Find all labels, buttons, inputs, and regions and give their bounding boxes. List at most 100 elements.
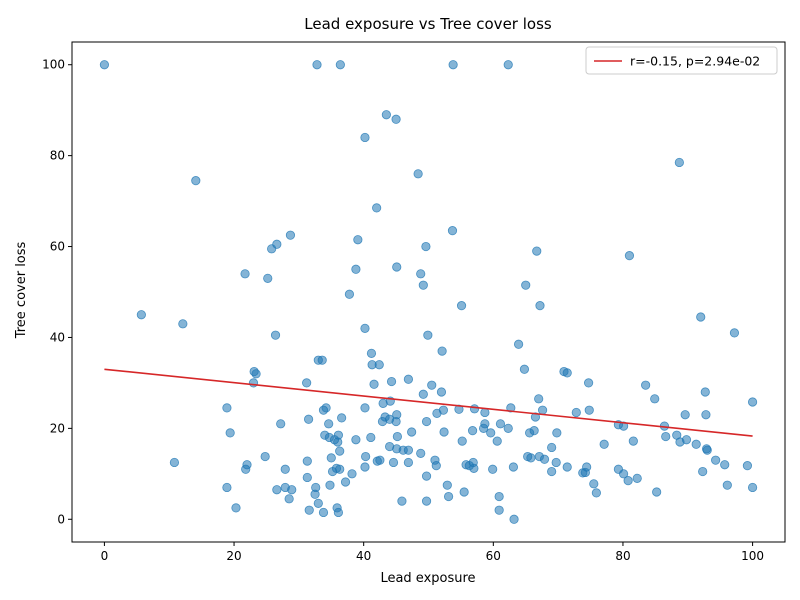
data-point-29 <box>535 301 545 311</box>
data-point-27 <box>344 289 355 299</box>
data-point-17 <box>421 241 431 252</box>
data-point-138 <box>388 457 399 468</box>
data-point-182 <box>222 482 232 493</box>
data-point-78 <box>701 410 711 420</box>
data-point-127 <box>416 448 426 458</box>
data-point-132 <box>302 456 312 466</box>
data-point-35 <box>270 330 281 340</box>
data-point-163 <box>488 464 498 474</box>
data-point-192 <box>304 505 314 515</box>
data-point-135 <box>361 451 371 462</box>
data-point-200 <box>494 491 504 502</box>
data-point-57 <box>436 387 447 397</box>
data-point-58 <box>418 389 428 399</box>
data-point-99 <box>486 428 496 438</box>
data-point-98 <box>478 423 489 433</box>
data-point-6 <box>391 114 401 124</box>
data-point-171 <box>618 469 629 479</box>
x-tick-label-40: 40 <box>356 549 371 563</box>
data-point-151 <box>169 457 180 468</box>
data-point-59 <box>534 394 544 404</box>
data-point-109 <box>366 432 376 443</box>
data-point-8 <box>674 157 684 168</box>
data-point-60 <box>700 387 710 397</box>
data-point-22 <box>240 269 250 279</box>
data-point-36 <box>423 330 433 340</box>
data-point-134 <box>335 446 345 456</box>
data-point-199 <box>443 491 454 502</box>
x-tick-label-80: 80 <box>615 549 630 563</box>
y-tick-label-80: 80 <box>50 149 65 163</box>
data-point-38 <box>437 346 447 356</box>
data-point-133 <box>326 453 336 463</box>
data-point-114 <box>599 439 609 449</box>
data-point-5 <box>381 110 391 120</box>
data-point-74 <box>537 405 548 415</box>
data-point-187 <box>722 480 732 490</box>
data-point-110 <box>392 431 402 442</box>
data-point-64 <box>747 397 758 407</box>
data-point-204 <box>509 514 519 524</box>
data-point-85 <box>276 419 286 429</box>
data-point-39 <box>366 348 377 358</box>
data-point-173 <box>302 472 312 483</box>
data-point-73 <box>506 403 516 413</box>
data-point-175 <box>623 476 633 486</box>
data-point-24 <box>263 273 273 283</box>
data-point-91 <box>495 419 506 429</box>
data-point-2 <box>335 60 345 70</box>
data-point-139 <box>403 457 414 468</box>
x-axis-label: Lead exposure <box>380 571 475 586</box>
y-tick-label-40: 40 <box>50 330 65 344</box>
data-point-202 <box>652 487 662 497</box>
data-point-34 <box>360 323 370 333</box>
data-point-92 <box>503 423 513 433</box>
data-point-112 <box>439 427 449 437</box>
data-point-126 <box>403 445 414 455</box>
data-point-13 <box>285 230 296 240</box>
data-point-157 <box>335 464 345 474</box>
data-point-9 <box>191 176 201 186</box>
data-point-177 <box>340 477 351 487</box>
data-point-89 <box>421 416 432 427</box>
data-point-116 <box>661 431 671 442</box>
data-point-31 <box>696 312 706 322</box>
data-point-48 <box>562 368 572 378</box>
data-point-61 <box>650 394 660 404</box>
data-point-121 <box>457 436 467 446</box>
data-point-55 <box>583 378 594 388</box>
data-point-130 <box>701 444 712 454</box>
data-point-108 <box>351 435 361 445</box>
regression-line <box>104 368 753 437</box>
data-point-166 <box>562 462 572 472</box>
data-point-160 <box>431 461 441 471</box>
data-point-43 <box>374 360 384 370</box>
data-point-83 <box>337 413 347 423</box>
data-point-54 <box>427 380 437 390</box>
data-point-65 <box>222 403 232 413</box>
x-tick-label-20: 20 <box>226 549 241 563</box>
data-point-28 <box>456 301 467 311</box>
data-point-120 <box>691 439 701 449</box>
data-point-113 <box>492 436 502 446</box>
data-point-174 <box>421 471 432 481</box>
data-point-154 <box>280 464 290 474</box>
data-point-30 <box>136 310 146 320</box>
data-point-148 <box>711 455 721 465</box>
data-point-111 <box>407 427 417 437</box>
data-point-63 <box>378 398 388 408</box>
data-point-18 <box>532 246 542 256</box>
plot-area <box>99 60 758 524</box>
data-point-186 <box>589 479 599 489</box>
data-point-32 <box>178 319 188 329</box>
data-point-33 <box>729 328 740 338</box>
data-point-119 <box>681 435 692 445</box>
legend-box <box>585 46 778 75</box>
data-point-190 <box>284 494 294 504</box>
data-point-169 <box>582 462 592 472</box>
x-tick-label-100: 100 <box>741 549 764 563</box>
y-tick-label-100: 100 <box>42 58 65 72</box>
data-point-181 <box>272 485 282 495</box>
